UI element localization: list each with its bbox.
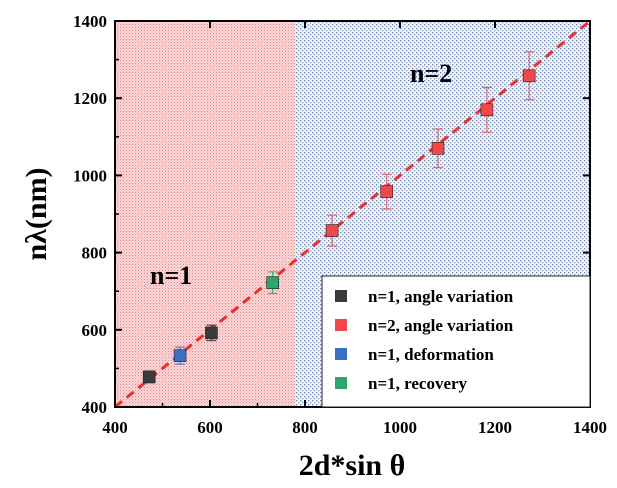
data-points — [142, 51, 536, 384]
region-label-n1: n=1 — [150, 261, 192, 290]
region-labels: n=1 n=2 — [150, 59, 452, 290]
y-tick-label: 800 — [82, 244, 108, 263]
fit-line-layer — [114, 19, 591, 409]
data-point — [522, 69, 536, 83]
y-tick-label: 400 — [82, 398, 108, 417]
data-point — [431, 142, 445, 155]
x-tick-label: 800 — [292, 418, 318, 437]
x-tick-label: 1200 — [478, 418, 512, 437]
data-point — [266, 276, 280, 290]
legend-label: n=1, recovery — [368, 374, 468, 393]
x-axis-title: 2d*sin θ — [299, 449, 406, 482]
legend-label: n=1, angle variation — [368, 287, 514, 306]
legend-box — [321, 275, 591, 408]
x-tick-label: 400 — [102, 418, 128, 437]
fit-line — [114, 19, 591, 409]
x-tick-label: 600 — [197, 418, 223, 437]
legend: n=1, angle variation n=2, angle variation… — [321, 275, 591, 408]
legend-marker — [335, 348, 347, 360]
y-axis-title: nλ(nm) — [20, 167, 53, 260]
data-point — [325, 224, 339, 237]
data-point — [173, 349, 187, 362]
data-point — [480, 103, 494, 117]
data-point — [205, 326, 218, 340]
legend-marker — [335, 319, 347, 331]
legend-label: n=2, angle variation — [368, 316, 514, 335]
y-tick-label: 1000 — [73, 166, 107, 185]
axis-ticks: 400 600 800 1000 1200 1400 400 600 800 1000 1200 14… — [73, 12, 607, 437]
region-1-background — [115, 21, 296, 407]
x-tick-label: 1400 — [573, 418, 607, 437]
x-tick-label: 1000 — [383, 418, 417, 437]
y-tick-label: 600 — [82, 321, 108, 340]
region-label-n2: n=2 — [410, 59, 452, 88]
data-point — [380, 185, 394, 198]
y-tick-label: 1200 — [73, 89, 107, 108]
legend-marker — [335, 377, 347, 389]
data-point — [142, 370, 156, 384]
legend-marker — [335, 290, 347, 302]
y-tick-label: 1400 — [73, 12, 107, 31]
legend-label: n=1, deformation — [368, 345, 494, 364]
